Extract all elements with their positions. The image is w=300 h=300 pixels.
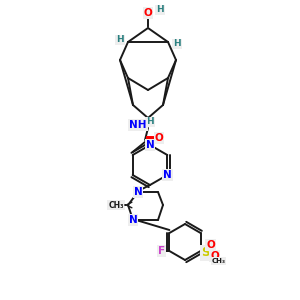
Text: O: O bbox=[206, 240, 215, 250]
Text: N: N bbox=[134, 187, 142, 197]
Text: H: H bbox=[116, 35, 124, 44]
Text: NH: NH bbox=[129, 120, 147, 130]
Text: H: H bbox=[173, 40, 181, 49]
Text: O: O bbox=[154, 133, 164, 143]
Text: N: N bbox=[129, 215, 137, 225]
Text: N: N bbox=[146, 140, 154, 150]
Text: H: H bbox=[146, 118, 154, 127]
Text: O: O bbox=[144, 8, 152, 18]
Text: H: H bbox=[156, 5, 164, 14]
Text: CH₃: CH₃ bbox=[212, 258, 226, 264]
Text: O: O bbox=[210, 251, 219, 261]
Text: N: N bbox=[163, 170, 172, 180]
Text: S: S bbox=[201, 247, 210, 260]
Text: CH₃: CH₃ bbox=[108, 200, 124, 209]
Text: F: F bbox=[158, 246, 165, 256]
